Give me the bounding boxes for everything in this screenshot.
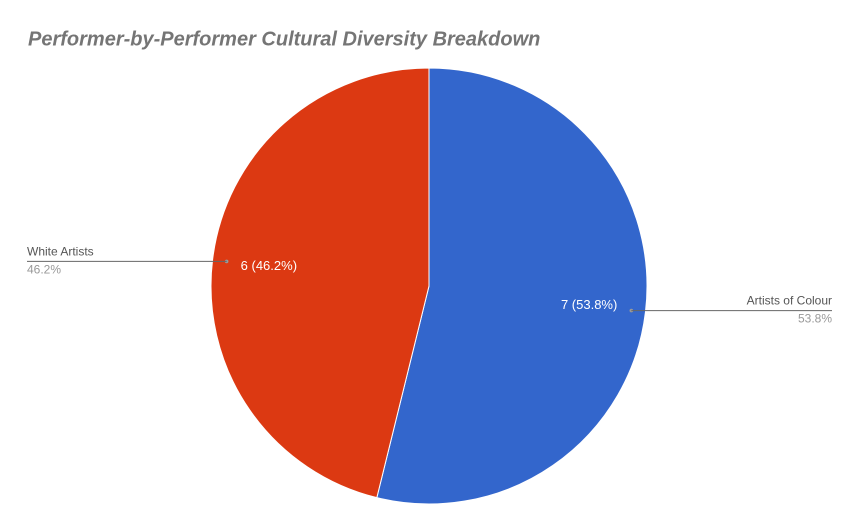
pie-slice: [376, 67, 648, 505]
pie-slice: [210, 67, 430, 499]
legend-label: White Artists: [27, 245, 94, 259]
percent-label: 46.2%: [27, 263, 61, 277]
legend-label: Artists of Colour: [747, 294, 832, 308]
chart-title: Performer-by-Performer Cultural Diversit…: [28, 28, 540, 50]
slice-label: 7 (53.8%): [561, 297, 617, 312]
percent-label: 53.8%: [798, 312, 832, 326]
slice-label: 6 (46.2%): [241, 258, 297, 273]
